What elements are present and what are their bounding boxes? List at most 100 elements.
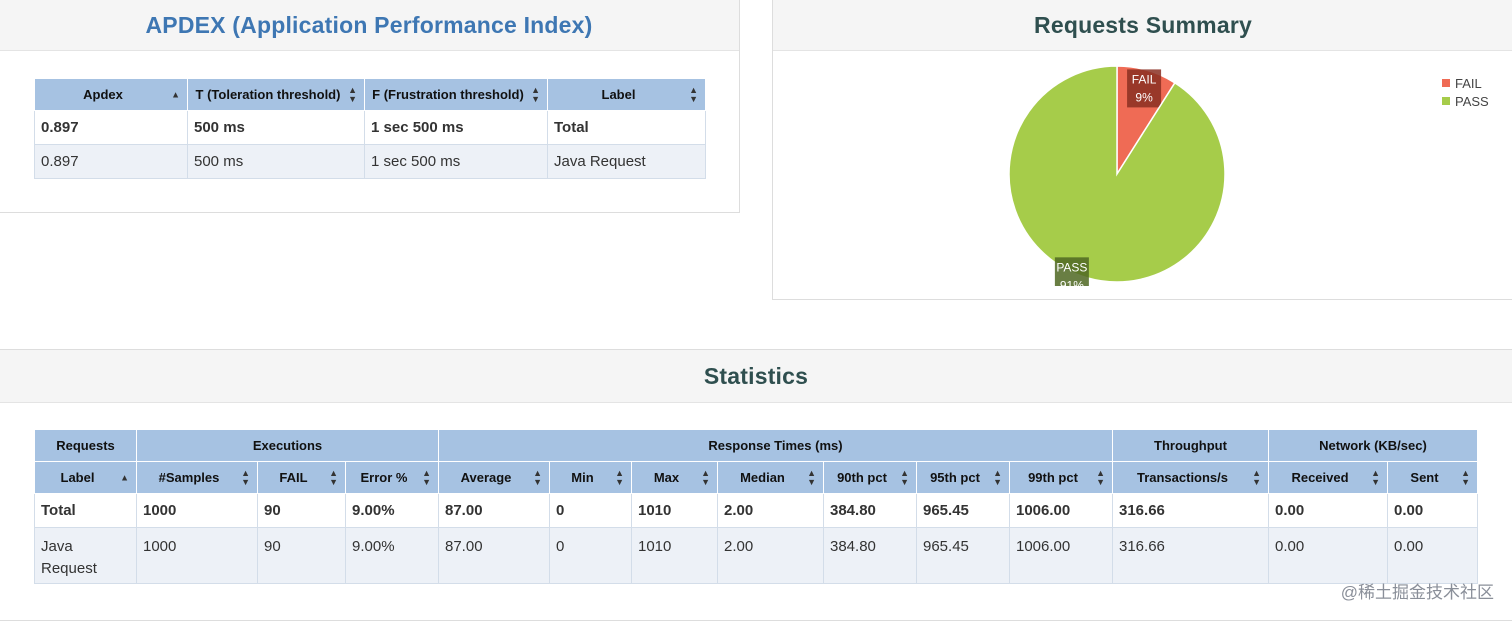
apdex-cell: 1 sec 500 ms xyxy=(364,110,548,145)
apdex-cell: 500 ms xyxy=(187,110,365,145)
stats-cell: 384.80 xyxy=(823,493,917,528)
sort-icon: ▲ ▼ xyxy=(701,467,710,487)
stats-cell: 1006.00 xyxy=(1009,493,1113,528)
pie-label-value: 9% xyxy=(1135,90,1153,104)
stats-col-header[interactable]: Received ▲ ▼ xyxy=(1268,461,1388,494)
pie-slice-pass[interactable] xyxy=(1008,65,1226,283)
stats-col-header[interactable]: Max ▲ ▼ xyxy=(631,461,718,494)
stats-col-header[interactable]: Label ▲ xyxy=(34,461,137,494)
stats-col-header[interactable]: Average ▲ ▼ xyxy=(438,461,550,494)
stats-cell: 1010 xyxy=(631,527,718,584)
pie-label-pass: PASS 91% xyxy=(1054,257,1089,286)
stats-cell: 87.00 xyxy=(438,493,550,528)
stats-cell: 316.66 xyxy=(1112,493,1269,528)
stats-group-header: Response Times (ms) xyxy=(438,429,1113,462)
apdex-col-apdex[interactable]: Apdex ▲ xyxy=(34,78,188,111)
requests-summary-title: Requests Summary xyxy=(773,0,1512,51)
sort-icon: ▲ ▼ xyxy=(348,84,357,104)
sort-icon: ▲ ▼ xyxy=(689,84,698,104)
stats-cell: 0.00 xyxy=(1268,493,1388,528)
stats-cell: 1000 xyxy=(136,493,258,528)
sort-icon: ▲ ▼ xyxy=(615,467,624,487)
apdex-cell: 0.897 xyxy=(34,144,188,179)
stats-cell: 965.45 xyxy=(916,493,1010,528)
table-row: 0.897 500 ms 1 sec 500 ms Total xyxy=(34,110,706,145)
sort-icon: ▲ ▼ xyxy=(1252,467,1261,487)
stats-cell: 965.45 xyxy=(916,527,1010,584)
apdex-cell: 1 sec 500 ms xyxy=(364,144,548,179)
sort-icon: ▲ ▼ xyxy=(993,467,1002,487)
apdex-col-toleration[interactable]: T (Toleration threshold) ▲ ▼ xyxy=(187,78,365,111)
apdex-title: APDEX (Application Performance Index) xyxy=(0,0,739,51)
stats-group-header: Executions xyxy=(136,429,439,462)
stats-cell: 384.80 xyxy=(823,527,917,584)
apdex-col-label[interactable]: Label ▲ ▼ xyxy=(547,78,706,111)
stats-col-header[interactable]: Error % ▲ ▼ xyxy=(345,461,439,494)
stats-cell: Total xyxy=(34,493,137,528)
stats-cell: 1006.00 xyxy=(1009,527,1113,584)
sort-icon: ▲ ▼ xyxy=(241,467,250,487)
stats-cell: 9.00% xyxy=(345,527,439,584)
stats-col-header[interactable]: Transactions/s ▲ ▼ xyxy=(1112,461,1269,494)
stats-cell: 1000 xyxy=(136,527,258,584)
stats-group-header: Throughput xyxy=(1112,429,1269,462)
stats-col-header[interactable]: Min ▲ ▼ xyxy=(549,461,632,494)
pie-label-value: 91% xyxy=(1060,278,1084,286)
stats-col-header[interactable]: FAIL ▲ ▼ xyxy=(257,461,346,494)
sort-icon: ▲ ▼ xyxy=(807,467,816,487)
pie-label-name: PASS xyxy=(1056,260,1087,274)
sort-ascending-icon: ▲ xyxy=(171,89,180,99)
stats-cell: 0 xyxy=(549,527,632,584)
stats-cell: 90 xyxy=(257,493,346,528)
pie-label-name: FAIL xyxy=(1132,72,1157,86)
sort-icon: ▲ ▼ xyxy=(900,467,909,487)
stats-cell: 0.00 xyxy=(1387,527,1478,584)
stats-cell: 316.66 xyxy=(1112,527,1269,584)
table-row: 0.897 500 ms 1 sec 500 ms Java Request xyxy=(34,144,706,179)
apdex-cell: Total xyxy=(547,110,706,145)
stats-cell: 0 xyxy=(549,493,632,528)
apdex-cell: 500 ms xyxy=(187,144,365,179)
statistics-title: Statistics xyxy=(0,350,1512,403)
stats-cell: 9.00% xyxy=(345,493,439,528)
sort-ascending-icon: ▲ xyxy=(120,472,129,482)
sort-icon: ▲ ▼ xyxy=(1371,467,1380,487)
apdex-cell: Java Request xyxy=(547,144,706,179)
apdex-col-frustration[interactable]: F (Frustration threshold) ▲ ▼ xyxy=(364,78,548,111)
stats-col-header[interactable]: Median ▲ ▼ xyxy=(717,461,824,494)
stats-cell: 2.00 xyxy=(717,527,824,584)
stats-group-header: Network (KB/sec) xyxy=(1268,429,1478,462)
apdex-cell: 0.897 xyxy=(34,110,188,145)
pie-label-fail: FAIL 9% xyxy=(1127,69,1162,108)
stats-cell: 90 xyxy=(257,527,346,584)
stats-cell: Java Request xyxy=(34,527,137,584)
watermark: @稀土掘金技术社区 xyxy=(1340,583,1494,602)
sort-icon: ▲ ▼ xyxy=(329,467,338,487)
statistics-table: Requests Executions Response Times (ms) Thr… xyxy=(34,429,1478,584)
legend-item-pass[interactable]: PASS xyxy=(1441,92,1489,110)
sort-icon: ▲ ▼ xyxy=(533,467,542,487)
stats-cell: 0.00 xyxy=(1268,527,1388,584)
sort-icon: ▲ ▼ xyxy=(531,84,540,104)
apdex-table: Apdex ▲ T (Toleration threshold) ▲ ▼ F (Fru… xyxy=(34,78,706,179)
stats-col-header[interactable]: 90th pct ▲ ▼ xyxy=(823,461,917,494)
legend-item-fail[interactable]: FAIL xyxy=(1441,74,1489,92)
stats-group-header: Requests xyxy=(34,429,137,462)
legend-swatch-pass xyxy=(1441,96,1451,106)
table-row: Java Request 1000 90 9.00% 87.00 0 1010 2.00 384… xyxy=(34,527,1478,584)
stats-cell: 87.00 xyxy=(438,527,550,584)
stats-col-header[interactable]: Sent ▲ ▼ xyxy=(1387,461,1478,494)
sort-icon: ▲ ▼ xyxy=(1461,467,1470,487)
legend-swatch-fail xyxy=(1441,78,1451,88)
stats-col-header[interactable]: 99th pct ▲ ▼ xyxy=(1009,461,1113,494)
pie-legend: FAIL PASS xyxy=(1441,74,1489,110)
stats-cell: 0.00 xyxy=(1387,493,1478,528)
sort-icon: ▲ ▼ xyxy=(422,467,431,487)
requests-pie-chart: FAIL 9% PASS 91% xyxy=(1008,65,1226,286)
stats-col-header[interactable]: 95th pct ▲ ▼ xyxy=(916,461,1010,494)
stats-cell: 1010 xyxy=(631,493,718,528)
sort-icon: ▲ ▼ xyxy=(1096,467,1105,487)
table-row: Total 1000 90 9.00% 87.00 0 1010 2.00 384.80 965.… xyxy=(34,493,1478,528)
stats-cell: 2.00 xyxy=(717,493,824,528)
stats-col-header[interactable]: #Samples ▲ ▼ xyxy=(136,461,258,494)
